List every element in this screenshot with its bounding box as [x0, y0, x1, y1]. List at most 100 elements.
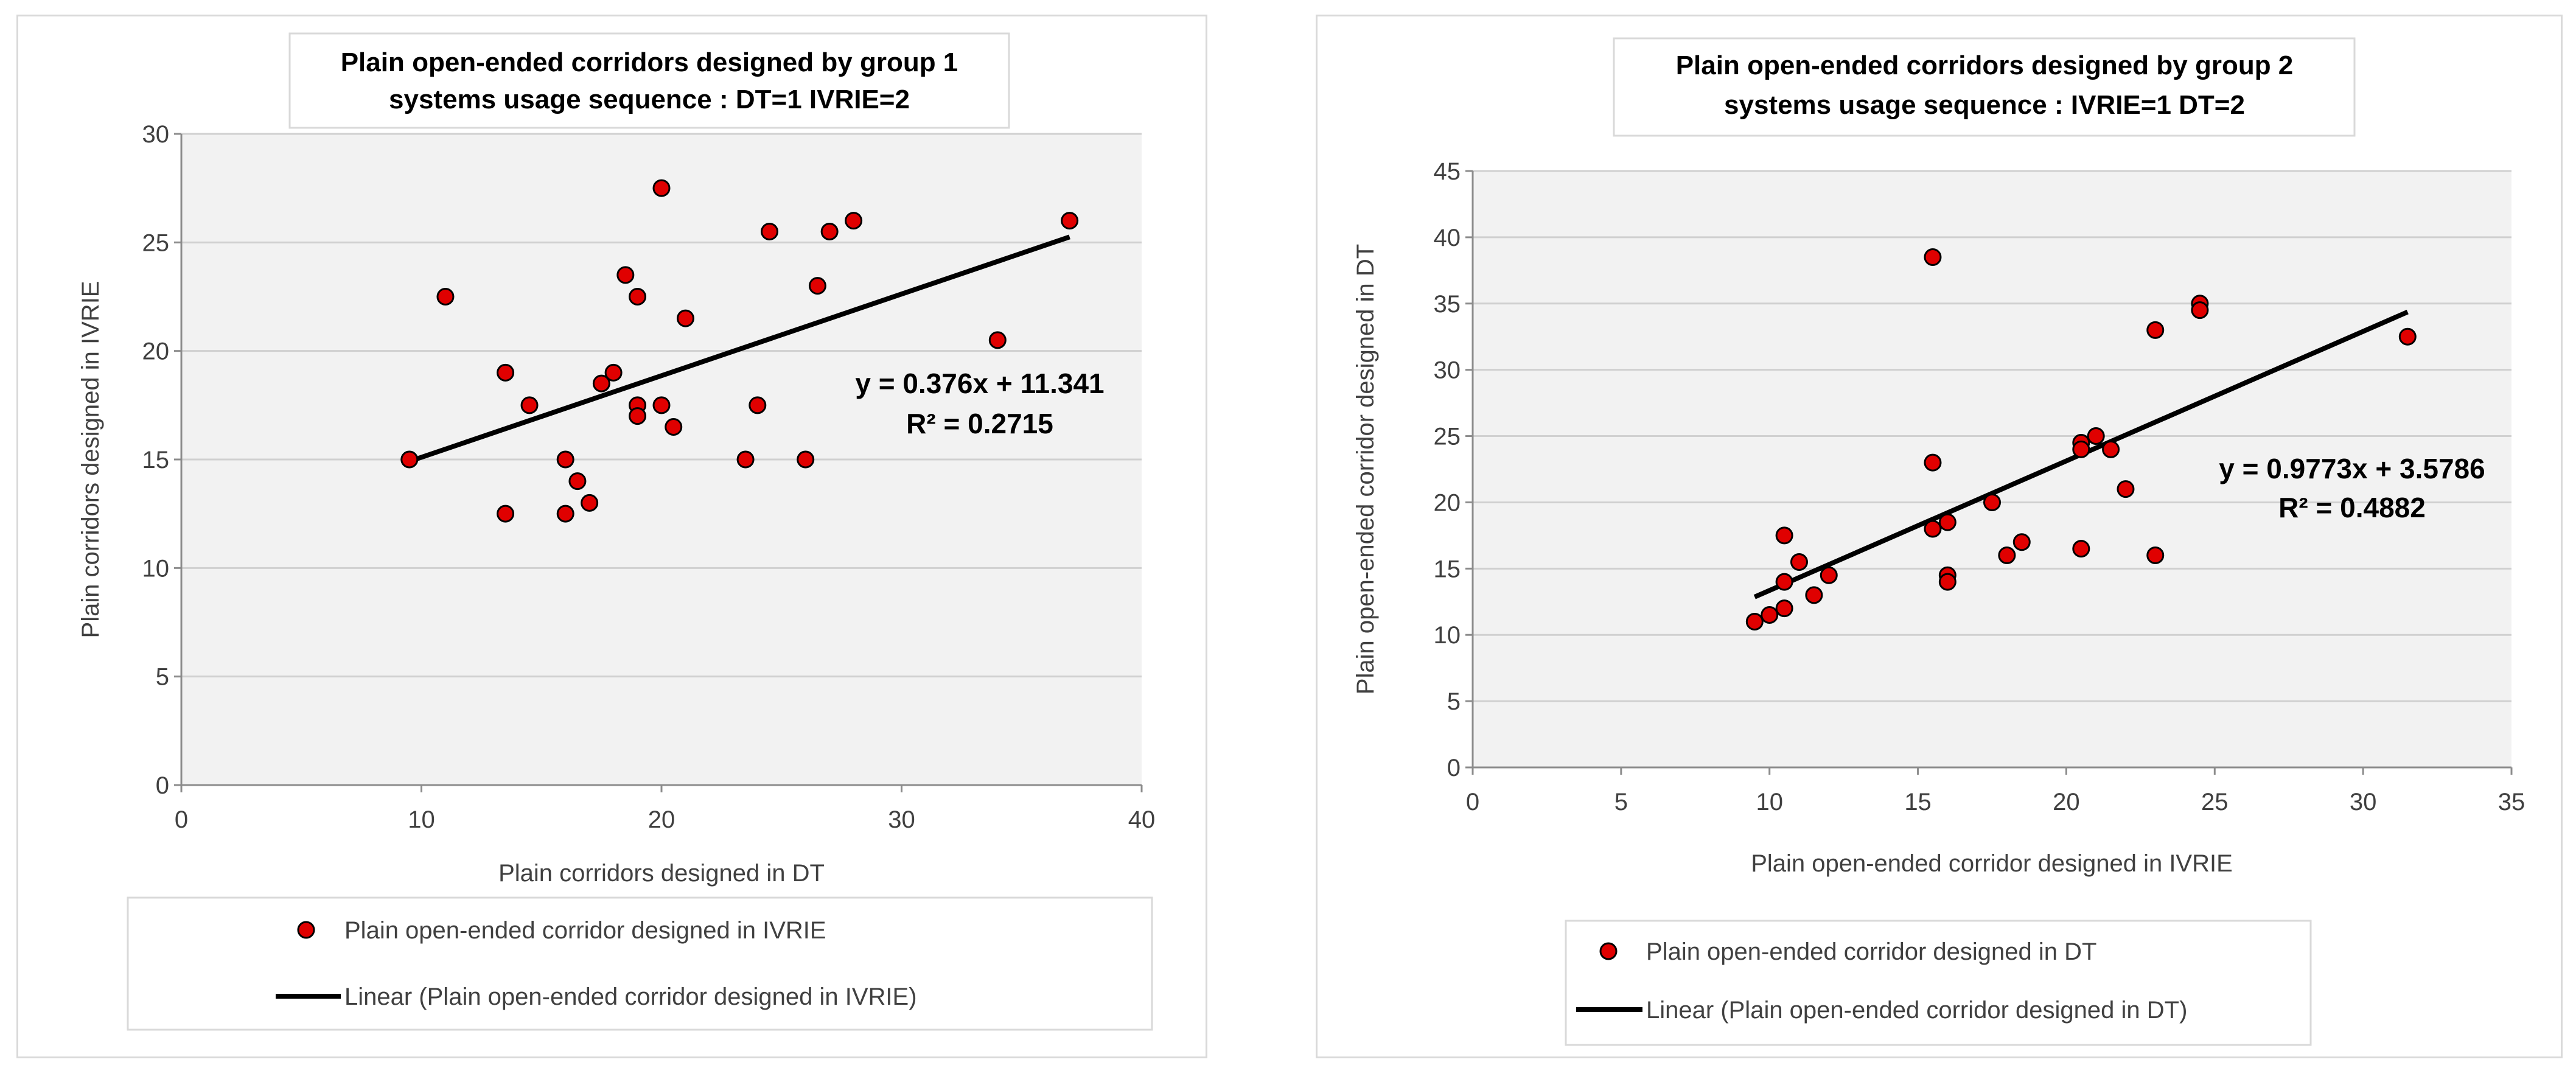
data-point — [1805, 586, 1823, 604]
y-tick-label: 45 — [1434, 158, 1461, 185]
data-point — [652, 396, 671, 414]
gridlines — [174, 133, 1143, 792]
chart-title-line1: Plain open-ended corridors designed by g… — [341, 47, 958, 77]
chart-group2-svg: Plain open-ended corridors designed by g… — [1352, 37, 2525, 1046]
legend-series-label: Plain open-ended corridor designed in IV… — [344, 917, 826, 944]
x-axis-label: Plain corridors designed in DT — [498, 860, 825, 887]
data-point — [845, 212, 863, 230]
data-point — [2072, 540, 2090, 558]
chart-title-box — [288, 32, 1010, 129]
data-point — [2146, 321, 2165, 339]
legend-marker-icon — [297, 921, 315, 939]
data-point — [1820, 566, 1838, 584]
y-tick-label: 10 — [142, 555, 170, 582]
chart-title-line1: Plain open-ended corridors designed by g… — [1676, 51, 2294, 80]
legend-trend-label: Linear (Plain open-ended corridor design… — [1646, 997, 2187, 1024]
trend-equation: y = 0.9773x + 3.5786 — [2219, 453, 2485, 484]
data-point — [797, 450, 815, 469]
data-points — [400, 179, 1079, 523]
data-point — [1924, 453, 1942, 472]
data-point — [616, 266, 635, 284]
chart-title-box — [1613, 37, 2356, 137]
x-tick-label: 10 — [1756, 789, 1783, 815]
data-point — [808, 277, 826, 295]
legend-marker-icon — [1599, 942, 1618, 960]
x-tick-label: 0 — [1466, 789, 1479, 815]
data-point — [604, 363, 623, 382]
data-point — [1998, 546, 2016, 565]
chart-panel-group1: Plain open-ended corridors designed by g… — [16, 15, 1207, 1058]
legend-trend-label: Linear (Plain open-ended corridor design… — [344, 983, 917, 1010]
chart-group1-svg: Plain open-ended corridors designed by g… — [77, 32, 1155, 1031]
x-tick-label: 10 — [408, 806, 435, 833]
x-tick-label: 20 — [648, 806, 675, 833]
trend-equation: y = 0.376x + 11.341 — [855, 368, 1104, 399]
data-point — [629, 407, 647, 425]
data-point — [1775, 599, 1793, 618]
x-tick-label: 5 — [1614, 789, 1628, 815]
trend-r2: R² = 0.2715 — [906, 408, 1053, 439]
data-points — [1745, 248, 2417, 630]
data-point — [2102, 440, 2120, 458]
y-tick-label: 30 — [1434, 357, 1461, 384]
y-tick-labels: 0 5 10 15 20 25 30 — [142, 121, 170, 799]
x-tick-label: 40 — [1128, 806, 1156, 833]
data-point — [988, 331, 1007, 349]
y-tick-label: 15 — [1434, 556, 1461, 582]
x-axis-label: Plain open-ended corridor designed in IV… — [1751, 850, 2233, 877]
x-tick-label: 30 — [888, 806, 915, 833]
data-point — [2087, 427, 2105, 445]
data-point — [1790, 553, 1808, 571]
chart-title-line2: systems usage sequence : DT=1 IVRIE=2 — [389, 85, 910, 114]
data-point — [2398, 327, 2417, 346]
data-point — [497, 505, 515, 523]
y-tick-label: 30 — [142, 121, 170, 148]
chart-title-line2: systems usage sequence : IVRIE=1 DT=2 — [1724, 90, 2245, 120]
trend-r2: R² = 0.4882 — [2278, 492, 2426, 523]
data-point — [1775, 573, 1793, 591]
y-tick-label: 25 — [1434, 424, 1461, 450]
data-point — [520, 396, 539, 414]
data-point — [592, 374, 610, 393]
data-point — [2012, 533, 2031, 551]
y-tick-label: 25 — [142, 229, 170, 256]
data-point — [2191, 301, 2209, 320]
legend-series-label: Plain open-ended corridor designed in DT — [1646, 938, 2096, 965]
data-point — [820, 223, 839, 240]
data-point — [1938, 573, 1956, 591]
x-tick-label: 0 — [175, 806, 188, 833]
data-point — [1061, 212, 1079, 230]
y-tick-label: 5 — [156, 664, 169, 691]
data-point — [749, 396, 767, 414]
data-point — [1761, 606, 1779, 624]
y-tick-label: 35 — [1434, 291, 1461, 318]
y-tick-label: 20 — [142, 338, 170, 365]
y-tick-label: 10 — [1434, 622, 1461, 649]
data-point — [1745, 612, 1764, 630]
legend-box — [1565, 920, 2312, 1046]
data-point — [761, 223, 779, 240]
data-point — [1924, 248, 1942, 267]
data-point — [556, 505, 574, 523]
data-point — [1983, 493, 2001, 511]
data-point — [568, 472, 587, 491]
y-axis-label: Plain open-ended corridor designed in DT — [1352, 244, 1379, 694]
y-tick-label: 5 — [1447, 688, 1461, 715]
data-point — [556, 450, 574, 469]
y-tick-label: 0 — [156, 772, 169, 799]
trendline-path — [408, 234, 1070, 464]
x-tick-labels: 0 10 20 30 40 — [175, 806, 1155, 833]
y-tick-label: 15 — [142, 447, 170, 473]
data-point — [652, 179, 671, 197]
data-point — [2146, 546, 2165, 565]
data-point — [2117, 480, 2135, 498]
y-tick-label: 0 — [1447, 755, 1461, 781]
y-tick-labels: 0 5 10 15 20 25 30 35 40 45 — [1434, 158, 1461, 781]
data-point — [581, 494, 599, 512]
x-tick-label: 30 — [2350, 789, 2377, 815]
chart-panel-group2: Plain open-ended corridors designed by g… — [1316, 15, 2563, 1058]
data-point — [400, 450, 419, 469]
x-tick-label: 20 — [2053, 789, 2080, 815]
x-tick-label: 35 — [2498, 789, 2525, 815]
data-point — [736, 450, 755, 469]
